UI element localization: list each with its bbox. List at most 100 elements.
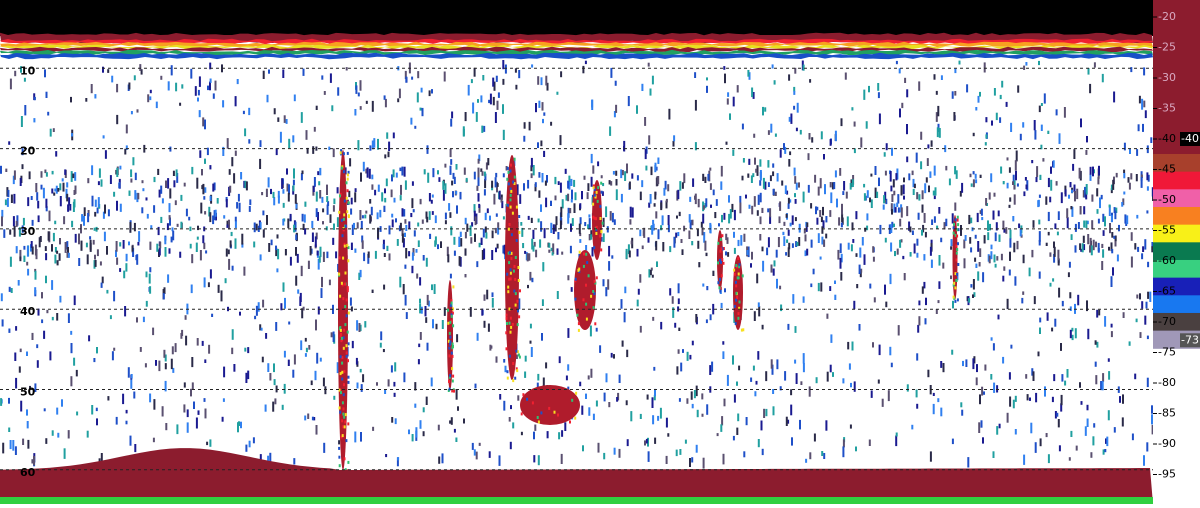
echo-speck bbox=[724, 288, 726, 292]
echo-speck bbox=[449, 420, 451, 423]
echo-speck bbox=[977, 213, 979, 222]
echo-speck bbox=[907, 384, 909, 391]
echo-speck bbox=[565, 169, 567, 174]
fish-echo bbox=[956, 273, 958, 276]
echo-speck bbox=[351, 307, 353, 312]
echo-speck bbox=[1097, 209, 1099, 214]
echo-speck bbox=[790, 405, 792, 416]
echo-speck bbox=[199, 110, 201, 117]
echo-speck bbox=[493, 97, 495, 105]
echo-speck bbox=[1033, 220, 1035, 228]
echo-speck bbox=[931, 260, 933, 268]
echo-speck bbox=[369, 169, 371, 179]
echo-speck bbox=[268, 70, 270, 74]
echo-speck bbox=[972, 358, 974, 369]
echo-speck bbox=[295, 276, 297, 286]
echo-speck bbox=[292, 135, 294, 142]
echo-speck bbox=[480, 95, 482, 102]
echo-speck bbox=[411, 266, 413, 273]
echo-speck bbox=[132, 246, 134, 252]
echo-speck bbox=[142, 188, 144, 191]
echo-speck bbox=[1145, 110, 1147, 118]
echo-speck bbox=[596, 401, 598, 407]
echo-speck bbox=[99, 168, 101, 177]
echo-speck bbox=[159, 242, 161, 249]
echo-speck bbox=[727, 375, 729, 386]
echo-speck bbox=[222, 417, 224, 422]
echo-speck bbox=[863, 90, 865, 100]
echo-speck bbox=[1041, 103, 1043, 106]
echo-speck bbox=[116, 115, 118, 124]
echo-speck bbox=[821, 131, 823, 139]
echo-speck bbox=[305, 353, 307, 357]
echo-speck bbox=[1056, 413, 1058, 417]
echo-speck bbox=[779, 216, 781, 223]
echo-speck bbox=[982, 272, 984, 282]
echo-speck bbox=[936, 309, 938, 314]
echo-speck bbox=[758, 439, 760, 447]
echo-speck bbox=[13, 216, 15, 226]
echo-speck bbox=[1009, 372, 1011, 379]
echo-speck bbox=[622, 341, 624, 347]
echogram-window: 102030405060 -20-25-30-35-40-45-50-55-60… bbox=[0, 0, 1200, 504]
echo-speck bbox=[186, 209, 188, 217]
echo-speck bbox=[933, 393, 935, 396]
echo-speck bbox=[542, 173, 544, 182]
echo-speck bbox=[743, 234, 745, 242]
fish-echo bbox=[574, 417, 576, 420]
echo-speck bbox=[893, 179, 895, 187]
echo-speck bbox=[3, 229, 5, 238]
echo-speck bbox=[478, 204, 480, 208]
echo-speck bbox=[305, 338, 307, 342]
echo-speck bbox=[363, 253, 365, 262]
echo-speck bbox=[518, 70, 520, 78]
echo-speck bbox=[591, 154, 593, 163]
fish-echo bbox=[737, 317, 739, 320]
echo-speck bbox=[432, 211, 434, 215]
echo-speck bbox=[37, 360, 39, 368]
echo-speck bbox=[1113, 236, 1115, 239]
echo-speck bbox=[795, 326, 797, 333]
echo-speck bbox=[808, 185, 810, 193]
echo-speck bbox=[790, 223, 792, 227]
echo-speck bbox=[358, 93, 360, 97]
echo-speck bbox=[265, 333, 267, 339]
echo-speck bbox=[269, 373, 271, 381]
echo-speck bbox=[584, 222, 586, 226]
echo-speck bbox=[605, 287, 607, 296]
echo-speck bbox=[780, 149, 782, 157]
echo-speck bbox=[722, 341, 724, 345]
fish-echo bbox=[956, 252, 958, 255]
fish-echo bbox=[344, 420, 346, 423]
echo-speck bbox=[404, 167, 406, 177]
echo-speck bbox=[1068, 195, 1070, 199]
fish-echo bbox=[600, 230, 602, 233]
echo-speck bbox=[268, 177, 270, 187]
echo-speck bbox=[1048, 454, 1050, 463]
fish-echo bbox=[735, 322, 737, 325]
echo-speck bbox=[66, 182, 68, 187]
echo-speck bbox=[641, 84, 643, 91]
fish-echo bbox=[342, 234, 344, 237]
fish-echo bbox=[734, 305, 736, 308]
echo-speck bbox=[1058, 211, 1060, 220]
echo-speck bbox=[800, 130, 802, 135]
echo-speck bbox=[743, 451, 745, 457]
fish-echo bbox=[341, 378, 343, 381]
echo-speck bbox=[1029, 268, 1031, 277]
echo-speck bbox=[918, 213, 920, 220]
echo-speck bbox=[624, 312, 626, 322]
echo-speck bbox=[477, 99, 479, 103]
echo-speck bbox=[710, 183, 712, 190]
echo-speck bbox=[312, 417, 314, 421]
echo-speck bbox=[152, 328, 154, 336]
echo-speck bbox=[169, 215, 171, 220]
echo-speck bbox=[906, 157, 908, 163]
echo-speck bbox=[59, 238, 61, 244]
echo-speck bbox=[465, 112, 467, 121]
echo-speck bbox=[978, 96, 980, 103]
fish-echo bbox=[339, 406, 341, 409]
echo-speck bbox=[959, 61, 961, 65]
echo-speck bbox=[1108, 371, 1110, 380]
echo-speck bbox=[353, 223, 355, 229]
